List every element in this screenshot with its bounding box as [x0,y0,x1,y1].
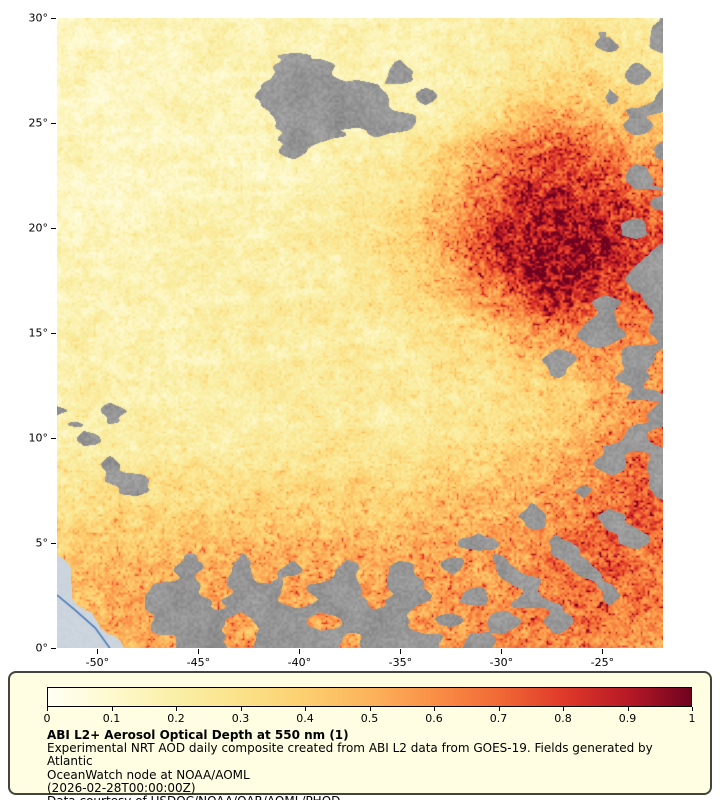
colorbar-tick-label: 0.5 [360,712,379,725]
colorbar-tick-label: 0.7 [489,712,508,725]
lat-tick-label: 30° [28,11,49,25]
lat-tick-mark [51,17,56,19]
colorbar-tick-label: 1 [688,712,696,725]
legend-credit: Data courtesy of USDOC/NOAA/OAR/AOML/PHO… [47,794,692,800]
colorbar-tick-label: 0.3 [231,712,250,725]
lat-tick-label: 15° [28,326,49,340]
colorbar-tick-mark [563,707,564,711]
colorbar-tick-label: 0.8 [554,712,572,725]
lon-tick-mark [500,649,502,654]
legend-text-block: ABI L2+ Aerosol Optical Depth at 550 nm … [47,728,692,800]
colorbar-tick-mark [111,707,113,711]
lat-tick-label: 20° [28,221,49,235]
lat-tick-label: 10° [28,431,49,445]
colorbar-wrap: 0 0.1 0.2 0.3 0.4 0.5 0.6 0.7 0.8 0.9 1 [43,687,696,725]
legend-description-line1: Experimental NRT AOD daily composite cre… [47,741,653,769]
lon-tick-label: -25° [590,656,615,669]
colorbar-tick-label: 0.4 [296,712,314,725]
legend-timestamp: (2026-02-28T00:00:00Z) [47,780,196,795]
colorbar-tick-mark [498,707,500,711]
lat-tick-mark [51,122,56,124]
lon-tick-label: -45° [186,656,211,669]
legend-title: ABI L2+ Aerosol Optical Depth at 550 nm … [47,728,349,742]
colorbar-tick-label: 0.9 [618,712,637,725]
lat-tick-mark [51,332,56,334]
lat-tick-label: 0° [35,641,49,655]
colorbar-tick-label: 0.6 [425,712,443,725]
lat-tick-mark [51,227,56,229]
legend-panel: 0 0.1 0.2 0.3 0.4 0.5 0.6 0.7 0.8 0.9 1 ABI L2+ Ae… [8,671,712,800]
lon-tick-mark [197,649,199,654]
lon-tick-mark [399,649,401,654]
colorbar-tick-mark [692,707,693,711]
map-plot-area: 0° 5° 10° 15° 20° 25° 30° -50° -45° -40° -35° -30° -… [29,12,663,669]
lat-tick-label: 5° [35,536,49,550]
aod-map-canvas [57,18,663,648]
lat-tick-mark [51,647,56,649]
lon-tick-mark [96,649,98,654]
colorbar-tick-mark [434,707,435,711]
lon-tick-mark [601,649,603,654]
colorbar-tick-mark [627,707,629,711]
lat-tick-mark [51,437,56,439]
colorbar-tick-mark [240,707,242,711]
lon-tick-label: -50° [85,656,110,669]
colorbar-tick-mark [369,707,371,711]
lon-tick-label: -30° [489,656,514,669]
lon-tick-mark [298,649,300,654]
colorbar-tick-label: 0.1 [102,712,121,725]
colorbar-ticks: 0 0.1 0.2 0.3 0.4 0.5 0.6 0.7 0.8 0.9 1 [43,707,696,725]
lat-tick-label: 25° [28,116,49,130]
colorbar-tick-mark [176,707,177,711]
colorbar-gradient [47,687,692,707]
colorbar-tick-label: 0 [43,712,51,725]
colorbar-tick-label: 0.2 [167,712,185,725]
colorbar-tick-mark [305,707,306,711]
lat-tick-mark [51,542,56,544]
colorbar-tick-mark [47,707,48,711]
lon-tick-label: -35° [388,656,413,669]
legend-description-line2: OceanWatch node at NOAA/AOML [47,767,250,782]
lon-tick-label: -40° [287,656,312,669]
